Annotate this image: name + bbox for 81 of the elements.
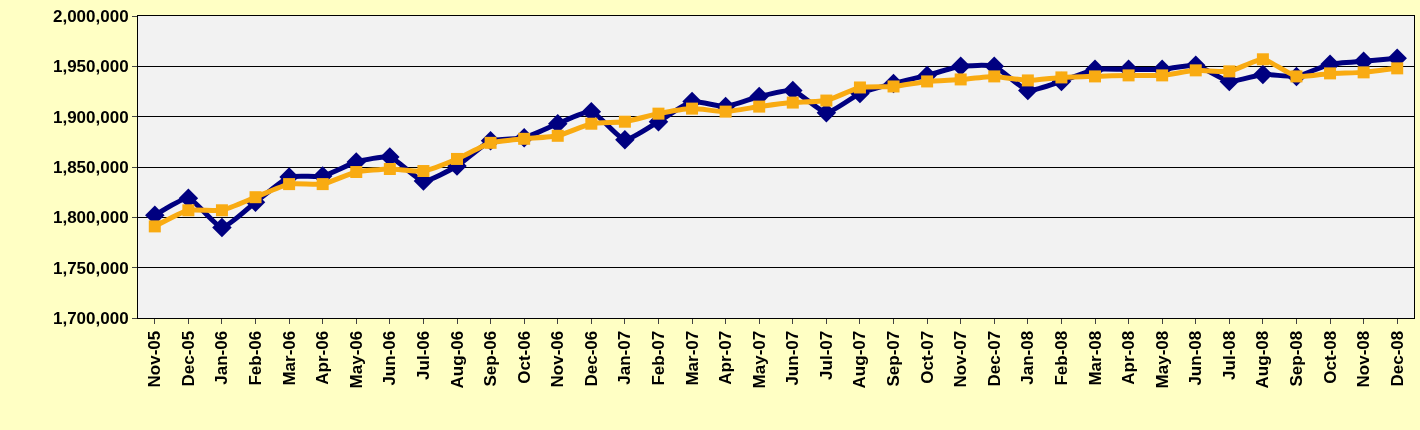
point (551, 129, 564, 142)
point (1189, 64, 1202, 77)
point (1089, 70, 1101, 83)
point (1391, 62, 1404, 75)
x-tick-label: Aug-08 (1253, 330, 1273, 389)
point (1223, 65, 1236, 78)
point (1357, 66, 1370, 79)
point (853, 81, 866, 94)
x-tick-label: Oct-06 (514, 330, 534, 384)
x-tick-label: Nov-07 (951, 330, 971, 388)
x-tick-label: Nov-08 (1354, 330, 1374, 388)
x-tick-label: Sep-07 (884, 330, 904, 387)
point (618, 115, 631, 128)
point (215, 204, 228, 217)
x-tick-label: Nov-06 (548, 330, 568, 388)
point (954, 73, 967, 86)
point (786, 96, 799, 109)
y-tick-label: 1,750,000 (52, 258, 129, 278)
y-tick-label: 1,900,000 (52, 107, 129, 127)
x-tick-label: Jan-06 (212, 330, 232, 385)
point (820, 94, 833, 107)
point (921, 75, 934, 88)
x-tick-label: Jun-06 (380, 330, 400, 386)
x-tick-label: May-06 (346, 330, 366, 389)
x-tick-label: Jul-08 (1219, 330, 1239, 380)
y-tick-label: 2,000,000 (52, 6, 129, 26)
y-tick-label: 1,800,000 (52, 208, 129, 228)
point (283, 178, 296, 191)
y-tick-label: 1,850,000 (52, 157, 129, 177)
point (585, 117, 598, 130)
x-tick-label: Mar-06 (279, 330, 299, 386)
point (451, 152, 463, 165)
x-tick-label: Jan-07 (615, 330, 635, 385)
point (350, 166, 363, 179)
point (686, 102, 699, 115)
point (615, 130, 635, 150)
x-tick-label: Sep-08 (1286, 330, 1306, 387)
x-tick-label: Feb-08 (1051, 330, 1071, 386)
point (1156, 69, 1169, 82)
x-tick-label: Dec-06 (581, 330, 601, 387)
x-tick-label: Jan-08 (1018, 330, 1038, 385)
point (182, 204, 195, 217)
point (1256, 53, 1269, 66)
x-tick-label: Jul-06 (413, 330, 433, 380)
x-tick-label: Feb-07 (648, 330, 668, 386)
x-tick-label: Oct-08 (1320, 330, 1340, 384)
x-tick-label: Apr-08 (1119, 330, 1139, 385)
point (1021, 74, 1034, 87)
x-tick-label: Jun-08 (1186, 330, 1206, 386)
x-tick-label: Sep-06 (481, 330, 501, 387)
point (212, 217, 232, 238)
x-tick-label: Dec-08 (1387, 330, 1407, 387)
x-tick-label: Feb-06 (246, 330, 266, 386)
x-tick-label: Apr-07 (716, 330, 736, 385)
point (719, 105, 732, 118)
x-tick-label: Nov-05 (145, 330, 165, 388)
x-tick-label: Mar-08 (1085, 330, 1105, 386)
point (988, 70, 1001, 83)
x-tick-label: Dec-07 (984, 330, 1004, 387)
x-tick-label: Aug-07 (850, 330, 870, 389)
x-tick-label: Mar-07 (682, 330, 702, 386)
point (1324, 67, 1337, 80)
point (249, 191, 262, 204)
x-tick-label: Dec-05 (178, 330, 198, 387)
y-tick-label: 1,950,000 (52, 57, 129, 77)
x-tick-label: Oct-07 (917, 330, 937, 384)
y-tick-label: 1,700,000 (52, 308, 129, 328)
point (1253, 64, 1273, 85)
point (417, 165, 430, 178)
x-tick-label: Aug-06 (447, 330, 467, 389)
x-tick-label: May-08 (1152, 330, 1172, 389)
x-tick-label: Jul-07 (816, 330, 836, 380)
point (148, 220, 161, 233)
point (316, 178, 329, 191)
point (1122, 69, 1135, 82)
x-tick-label: Jun-07 (783, 330, 803, 386)
x-tick-label: May-07 (749, 330, 769, 389)
point (383, 163, 396, 176)
point (652, 107, 665, 120)
point (753, 100, 766, 113)
x-tick-label: Apr-06 (313, 330, 333, 385)
